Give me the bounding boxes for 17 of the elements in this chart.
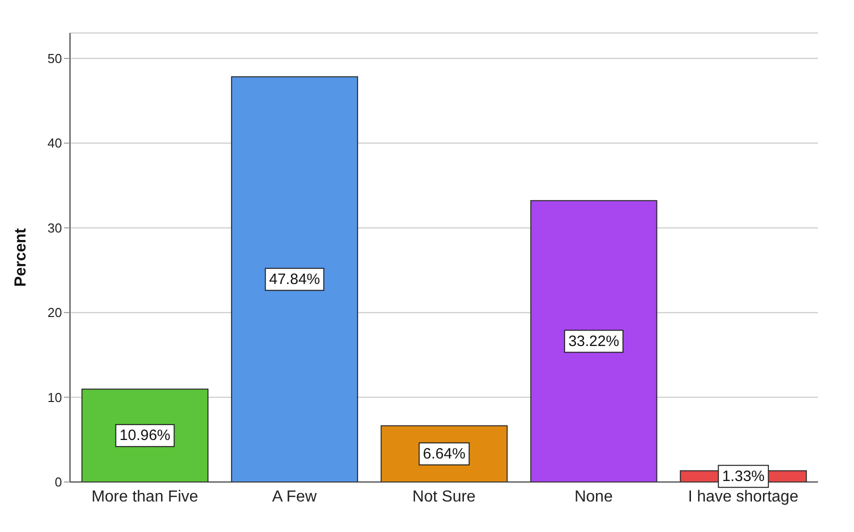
x-tick-label: None [574, 488, 613, 506]
x-tick-label: Not Sure [412, 488, 476, 506]
y-tick-label: 40 [48, 136, 62, 151]
x-tick-label: I have shortage [688, 488, 798, 506]
x-tick-label: A Few [272, 488, 318, 506]
data-label: 33.22% [568, 332, 620, 350]
y-axis-title: Percent [12, 227, 30, 287]
data-label: 10.96% [120, 427, 170, 444]
x-tick-label: More than Five [91, 488, 198, 506]
y-tick-label: 0 [54, 474, 62, 490]
y-tick-label: 50 [48, 51, 62, 66]
y-tick-label: 10 [48, 390, 62, 405]
data-label: 1.33% [722, 468, 765, 485]
data-label: 6.64% [422, 445, 466, 462]
y-tick-label: 20 [48, 305, 62, 320]
data-label: 47.84% [269, 270, 320, 288]
y-tick-label: 30 [48, 220, 62, 236]
